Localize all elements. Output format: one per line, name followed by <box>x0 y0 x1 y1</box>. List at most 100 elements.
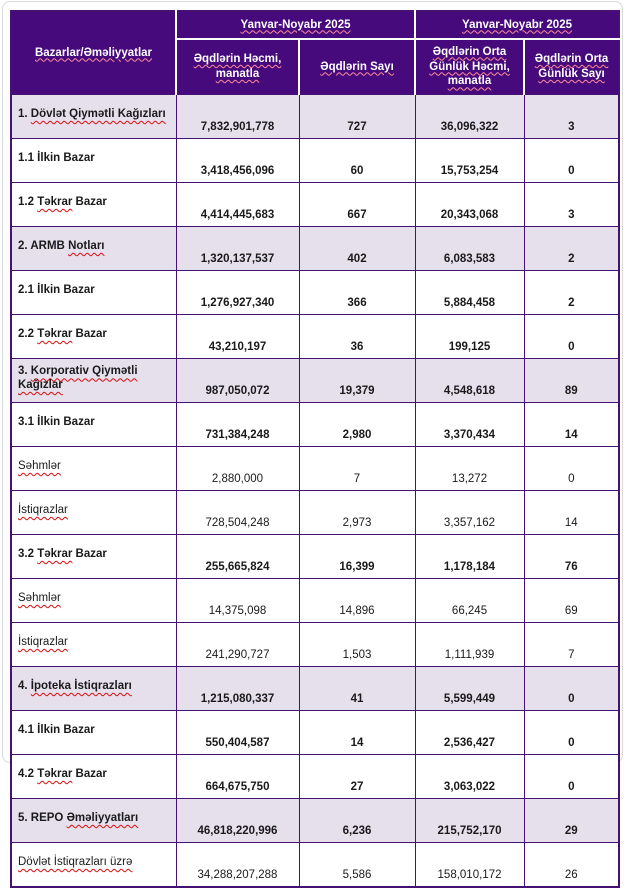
avg-deals-cell: 14 <box>523 490 620 535</box>
avg-volume-cell: 5,599,449 <box>414 666 525 711</box>
avg-volume-cell: 3,370,434 <box>414 402 525 447</box>
row-label-cell: Səhmlər <box>10 578 177 623</box>
col-header-avg-volume-label: Əqdlərin Orta Günlük Həcmi, manatla <box>429 45 510 88</box>
period-header-2: Yanvar-Noyabr 2025 <box>414 11 620 40</box>
row-label-misspelled: İpoteka İstiqrazları <box>30 680 132 693</box>
row-label-prefix: 1.1 İlkin Bazar <box>18 152 95 165</box>
volume-cell: 987,050,072 <box>175 358 300 403</box>
row-label-misspelled: Əməliyyatları <box>66 812 139 825</box>
avg-deals-cell: 0 <box>523 710 620 755</box>
row-label-prefix: 1.2 <box>18 196 38 209</box>
volume-cell: 255,665,824 <box>175 534 300 579</box>
row-label-cell: 2.1 İlkin Bazar <box>10 270 177 315</box>
row-label-suffix: Bazar <box>72 548 107 561</box>
avg-volume-cell: 3,063,022 <box>414 754 525 799</box>
row-label-cell: Səhmlər <box>10 446 177 491</box>
avg-volume-cell: 6,083,583 <box>414 226 525 271</box>
row-label-prefix: 5. REPO <box>18 812 67 825</box>
col-header-volume-label: Əqdlərin Həcmi, manatla <box>193 53 282 80</box>
row-label-prefix: 3.2 <box>18 548 38 561</box>
row-label-prefix: 1. <box>18 108 31 121</box>
row-label-cell: 3.1 İlkin Bazar <box>10 402 177 447</box>
table-row: Səhmlər 14,375,098 14,896 66,245 69 <box>10 578 620 623</box>
row-label-prefix: 4. <box>18 680 31 693</box>
row-label-cell: 3.2 Təkrar Bazar <box>10 534 177 579</box>
avg-volume-cell: 215,752,170 <box>414 798 525 843</box>
volume-cell: 731,384,248 <box>175 402 300 447</box>
row-label-suffix: Bazar <box>72 768 107 781</box>
avg-deals-cell: 76 <box>523 534 620 579</box>
volume-cell: 34,288,207,288 <box>175 842 300 888</box>
deals-cell: 366 <box>298 270 416 315</box>
table-row: 2.2 Təkrar Bazar 43,210,197 36 199,125 0 <box>10 314 620 359</box>
period-label-2: Yanvar-Noyabr 2025 <box>462 18 572 31</box>
row-label-misspelled: Dövlət Qiymətli Kağızları <box>30 108 166 121</box>
avg-deals-cell: 3 <box>523 182 620 227</box>
row-label-misspelled: Təkrar <box>37 328 73 341</box>
row-label-suffix: Bazar <box>72 328 107 341</box>
row-label-misspelled: Notları <box>68 240 105 253</box>
avg-deals-cell: 3 <box>523 94 620 139</box>
deals-cell: 36 <box>298 314 416 359</box>
col-header-deals: Əqdlərin Sayı <box>297 38 417 95</box>
avg-volume-cell: 1,178,184 <box>414 534 525 579</box>
row-label-prefix: 3.1 İlkin Bazar <box>18 416 95 429</box>
avg-deals-cell: 14 <box>523 402 620 447</box>
avg-deals-cell: 29 <box>523 798 620 843</box>
volume-cell: 664,675,750 <box>175 754 300 799</box>
deals-cell: 2,980 <box>298 402 416 447</box>
volume-cell: 2,880,000 <box>175 446 300 491</box>
volume-cell: 728,504,248 <box>175 490 300 535</box>
table-row: 1.1 İlkin Bazar 3,418,456,096 60 15,753,… <box>10 138 620 183</box>
avg-volume-cell: 66,245 <box>414 578 525 623</box>
avg-volume-cell: 36,096,322 <box>414 94 525 139</box>
row-label-cell: 4. İpoteka İstiqrazları <box>10 666 177 711</box>
row-label-cell: 4.2 Təkrar Bazar <box>10 754 177 799</box>
row-label-cell: 3. Korporativ Qiymətli Kağızlar <box>10 358 177 403</box>
col-header-avg-deals: Əqdlərin Orta Günlük Sayı <box>523 38 620 95</box>
row-label-prefix: 3. <box>18 365 31 378</box>
period-label-1: Yanvar-Noyabr 2025 <box>240 18 351 31</box>
market-operations-table-wrap: Bazarlar/Əməliyyatlar Yanvar-Noyabr 2025… <box>10 10 621 888</box>
deals-cell: 7 <box>298 446 416 491</box>
table-row: Dövlət İstiqrazları üzrə 34,288,207,288 … <box>10 842 620 888</box>
deals-cell: 27 <box>298 754 416 799</box>
table-row: Səhmlər 2,880,000 7 13,272 0 <box>10 446 620 491</box>
corner-header-label: Bazarlar/Əməliyyatlar <box>34 46 153 59</box>
deals-cell: 402 <box>298 226 416 271</box>
deals-cell: 2,973 <box>298 490 416 535</box>
row-label-cell: 5. REPO Əməliyyatları <box>10 798 177 843</box>
table-row: İstiqrazlar 241,290,727 1,503 1,111,939 … <box>10 622 620 667</box>
row-label-misspelled: Təkrar <box>37 196 73 209</box>
avg-volume-cell: 199,125 <box>414 314 525 359</box>
col-header-avg-volume: Əqdlərin Orta Günlük Həcmi, manatla <box>414 38 526 95</box>
volume-cell: 1,215,080,337 <box>175 666 300 711</box>
row-label-misspelled: Təkrar <box>37 548 73 561</box>
row-label-misspelled: Səhmlər <box>18 592 61 605</box>
table-row: 2.1 İlkin Bazar 1,276,927,340 366 5,884,… <box>10 270 620 315</box>
volume-cell: 7,832,901,778 <box>175 94 300 139</box>
avg-deals-cell: 0 <box>523 138 620 183</box>
avg-volume-cell: 1,111,939 <box>414 622 525 667</box>
row-label-prefix: 2.2 <box>18 328 38 341</box>
volume-cell: 14,375,098 <box>175 578 300 623</box>
row-label-misspelled: Korporativ Qiymətli Kağızlar <box>18 365 138 391</box>
avg-deals-cell: 2 <box>523 226 620 271</box>
row-label-suffix: Bazar <box>72 196 107 209</box>
avg-volume-cell: 15,753,254 <box>414 138 525 183</box>
deals-cell: 6,236 <box>298 798 416 843</box>
avg-volume-cell: 20,343,068 <box>414 182 525 227</box>
table-row: 3.2 Təkrar Bazar 255,665,824 16,399 1,17… <box>10 534 620 579</box>
deals-cell: 60 <box>298 138 416 183</box>
volume-cell: 1,276,927,340 <box>175 270 300 315</box>
row-label-cell: İstiqrazlar <box>10 490 177 535</box>
avg-deals-cell: 0 <box>523 314 620 359</box>
row-label-cell: 4.1 İlkin Bazar <box>10 710 177 755</box>
avg-volume-cell: 158,010,172 <box>414 842 525 888</box>
market-operations-table: Bazarlar/Əməliyyatlar Yanvar-Noyabr 2025… <box>10 10 621 888</box>
avg-deals-cell: 2 <box>523 270 620 315</box>
row-label-cell: 1.1 İlkin Bazar <box>10 138 177 183</box>
row-label-misspelled: Təkrar <box>37 768 73 781</box>
row-label-misspelled: İstiqrazlar <box>18 636 68 649</box>
row-label-prefix: 4.2 <box>18 768 38 781</box>
